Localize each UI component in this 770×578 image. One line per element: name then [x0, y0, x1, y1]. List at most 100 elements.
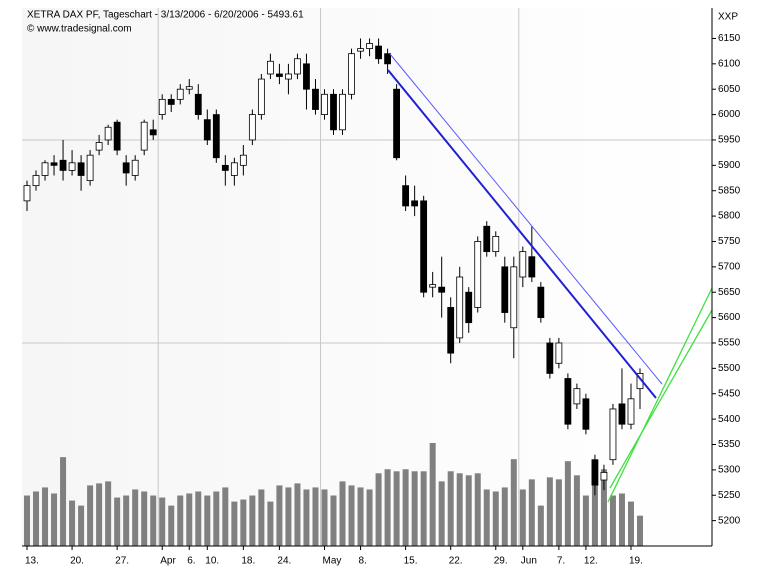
- x-tick-label: 6.: [187, 556, 195, 567]
- candle-body: [321, 93, 328, 115]
- x-tick-label: 18.: [241, 556, 255, 567]
- x-tick-label: 24.: [277, 556, 291, 567]
- candle-body: [492, 235, 500, 253]
- candle-body: [573, 388, 581, 405]
- volume-bar: [474, 473, 481, 546]
- volume-bar: [510, 459, 517, 546]
- volume-bar: [60, 457, 67, 546]
- trend-line: [609, 309, 713, 489]
- candle-body: [303, 63, 310, 90]
- candle-body: [276, 73, 283, 77]
- candle-body: [582, 398, 590, 430]
- candle-body: [41, 162, 49, 176]
- candle-body: [618, 403, 626, 425]
- volume-bar: [582, 495, 589, 546]
- candle-body: [185, 86, 193, 90]
- candle-body: [447, 307, 455, 354]
- volume-bar: [573, 475, 580, 546]
- candle-body: [420, 200, 428, 293]
- axis-label: XXP: [718, 12, 738, 23]
- x-tick-label: 12.: [584, 556, 598, 567]
- y-tick-label: 6050: [718, 84, 741, 95]
- candle-body: [411, 200, 419, 207]
- candle-body: [140, 121, 148, 151]
- candle-body: [50, 162, 58, 166]
- candle-body: [546, 342, 554, 374]
- y-tick-label: 5750: [718, 236, 741, 247]
- volume-bar: [501, 487, 508, 546]
- volume-bar: [150, 495, 157, 546]
- volume-bar: [348, 485, 355, 546]
- volume-bar: [384, 469, 391, 546]
- y-tick-label: 5700: [718, 261, 741, 272]
- candle-body: [203, 119, 211, 141]
- candle-body: [59, 159, 67, 171]
- candle-body: [465, 291, 473, 324]
- candle-body: [194, 93, 202, 115]
- volume-bar: [339, 481, 346, 546]
- volume-bar: [555, 479, 562, 546]
- volume-bar: [222, 487, 229, 546]
- x-tick-label: 13.: [25, 556, 39, 567]
- y-tick-label: 5900: [718, 160, 741, 171]
- y-tick-label: 5500: [718, 363, 741, 374]
- volume-bar: [177, 495, 184, 546]
- candle-body: [501, 266, 509, 313]
- candle-body: [429, 284, 437, 288]
- x-tick-label: Jun: [521, 556, 537, 567]
- candle-body: [212, 114, 220, 159]
- candle-body: [122, 162, 130, 174]
- candle-body: [456, 276, 464, 339]
- volume-bar: [456, 473, 463, 546]
- candle-body: [564, 378, 572, 425]
- candle-body: [68, 162, 76, 171]
- candle-body: [591, 459, 599, 486]
- y-tick-label: 5950: [718, 135, 741, 146]
- y-tick-label: 5800: [718, 211, 741, 222]
- chart-title: XETRA DAX PF, Tageschart - 3/13/2006 - 6…: [27, 10, 304, 21]
- volume-bar: [600, 469, 607, 546]
- candle-body: [95, 142, 103, 151]
- x-tick-label: May: [322, 556, 341, 567]
- volume-bar: [483, 489, 490, 546]
- volume-bar: [240, 499, 247, 546]
- volume-bar: [357, 487, 364, 546]
- volume-bar: [402, 469, 409, 546]
- candle-body: [510, 266, 518, 329]
- trend-lines: [387, 53, 713, 503]
- volume-bar: [114, 497, 121, 546]
- y-tick-label: 5850: [718, 185, 741, 196]
- candle-body: [393, 88, 401, 159]
- candle-body: [357, 48, 364, 52]
- candle-body: [167, 98, 175, 105]
- volume-bar: [375, 473, 382, 546]
- volume-bar: [24, 495, 30, 546]
- candle-body: [330, 93, 337, 131]
- volume-bar: [249, 495, 256, 546]
- candle-body: [294, 58, 301, 75]
- candle-body: [366, 43, 373, 50]
- candle-body: [483, 225, 491, 253]
- candle-body: [257, 78, 265, 115]
- x-tick-label: 27.: [115, 556, 129, 567]
- x-tick-label: 15.: [404, 556, 418, 567]
- volume-bar: [637, 515, 643, 546]
- x-tick-label: 8.: [359, 556, 367, 567]
- candle-body: [104, 126, 112, 141]
- x-tick-label: 10.: [205, 556, 219, 567]
- volume-bar: [213, 491, 220, 546]
- y-tick-label: 5600: [718, 312, 741, 323]
- x-tick-label: 29.: [494, 556, 508, 567]
- volume-bar: [96, 483, 103, 546]
- volume-bar: [276, 485, 283, 546]
- volume-bar: [159, 497, 166, 546]
- candle-body: [348, 53, 355, 95]
- candle-body: [600, 472, 608, 481]
- volume-bar: [492, 491, 499, 546]
- candle-body: [230, 162, 238, 176]
- candle-body: [32, 175, 40, 187]
- candle-body: [176, 88, 184, 100]
- plot-background: [22, 8, 712, 546]
- volume-bar: [312, 487, 319, 546]
- candle-body: [627, 398, 635, 425]
